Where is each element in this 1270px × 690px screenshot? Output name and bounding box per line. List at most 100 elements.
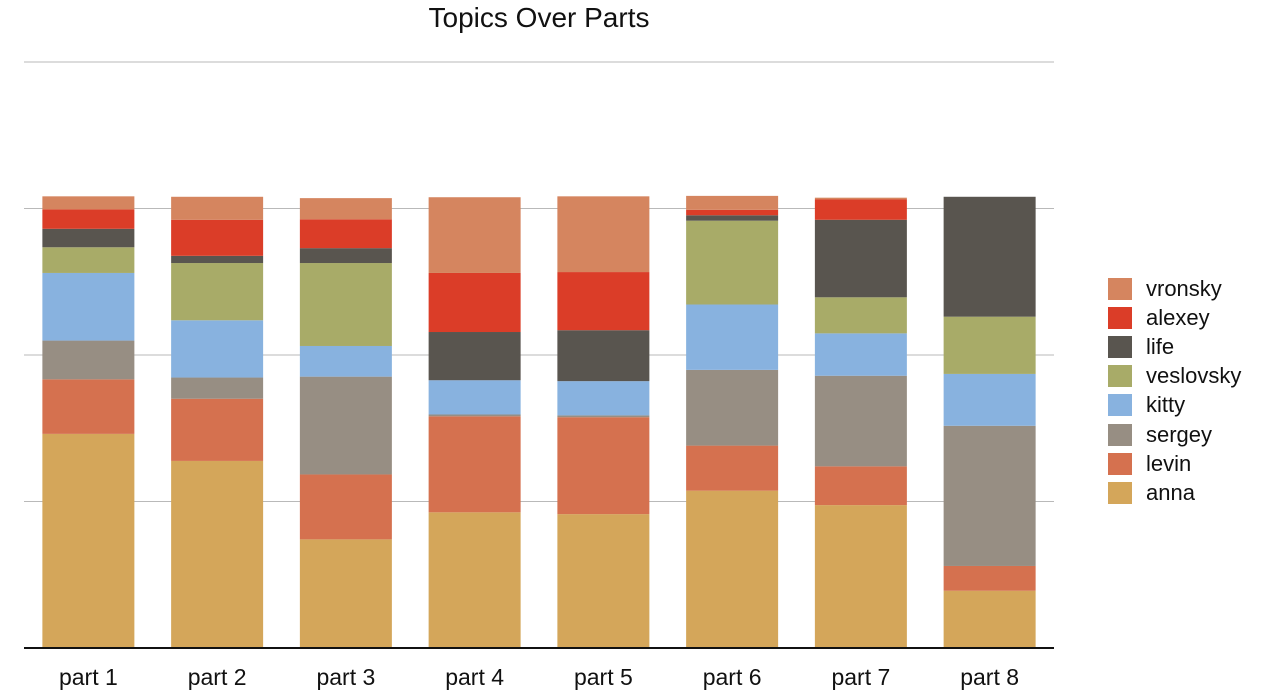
bar-segment-anna — [428, 512, 521, 648]
bar-stack — [686, 195, 779, 648]
bar-segment-veslovsky — [686, 220, 779, 305]
legend-swatch — [1108, 306, 1132, 329]
x-tick-label: part 7 — [831, 664, 890, 690]
bar-segment-vronsky — [428, 197, 521, 273]
legend-label: alexey — [1146, 304, 1210, 330]
legend-label: veslovsky — [1146, 363, 1242, 389]
x-tick-label: part 4 — [445, 664, 504, 690]
bar-segment-veslovsky — [171, 263, 264, 321]
bar-segment-vronsky — [557, 196, 650, 273]
bar-segment-levin — [943, 565, 1036, 591]
bar-segment-sergey — [557, 415, 650, 418]
bar-segment-levin — [428, 416, 521, 513]
legend-item-veslovsky: veslovsky — [1108, 362, 1241, 391]
legend-label: kitty — [1146, 392, 1186, 418]
bar-segment-vronsky — [42, 196, 135, 210]
legend-swatch — [1108, 452, 1132, 475]
bar-segment-anna — [557, 514, 650, 648]
bar-segment-levin — [814, 466, 907, 506]
bar-segment-anna — [814, 505, 907, 648]
bar-segment-kitty — [943, 373, 1036, 426]
bar-segment-anna — [171, 460, 264, 648]
bar-segment-sergey — [299, 376, 392, 475]
bar-segment-levin — [299, 474, 392, 540]
bar-segment-alexey — [42, 209, 135, 229]
bar-segment-sergey — [686, 369, 779, 446]
bar-segment-sergey — [171, 377, 264, 399]
bar-segment-life — [557, 330, 650, 382]
bar-segment-alexey — [814, 199, 907, 220]
bar-segment-kitty — [428, 380, 521, 415]
bar-segment-kitty — [42, 272, 135, 341]
legend-swatch — [1108, 365, 1132, 388]
legend-item-sergey: sergey — [1108, 420, 1241, 449]
bar-segment-alexey — [171, 219, 264, 256]
legend-item-kitty: kitty — [1108, 391, 1241, 420]
bar-segment-life — [428, 332, 521, 381]
legend-item-levin: levin — [1108, 449, 1241, 478]
bar-segment-anna — [943, 590, 1036, 648]
legend-label: vronsky — [1146, 275, 1222, 301]
x-tick-label: part 2 — [188, 664, 247, 690]
bar-segment-life — [686, 215, 779, 221]
legend-swatch — [1108, 394, 1132, 417]
bar-segment-veslovsky — [42, 247, 135, 273]
bar-segment-sergey — [943, 425, 1036, 566]
legend: vronsky alexey life veslovsky kitty sergey lev… — [1108, 274, 1241, 508]
bar-stack — [943, 196, 1036, 648]
bar-segment-alexey — [299, 219, 392, 249]
bar-segment-anna — [299, 539, 392, 648]
bar-stacks — [42, 195, 1036, 648]
bar-segment-life — [943, 196, 1036, 317]
bar-stack — [557, 196, 650, 648]
legend-label: life — [1146, 333, 1175, 359]
bar-segment-life — [814, 219, 907, 298]
legend-label: levin — [1146, 450, 1192, 476]
bar-segment-levin — [557, 417, 650, 515]
bar-segment-kitty — [814, 333, 907, 376]
legend-label: sergey — [1146, 421, 1213, 447]
bar-segment-kitty — [171, 320, 264, 378]
legend-label: anna — [1146, 479, 1195, 505]
bar-segment-sergey — [428, 414, 521, 417]
bar-stack — [814, 197, 907, 648]
bar-segment-kitty — [557, 381, 650, 416]
bar-segment-alexey — [428, 272, 521, 333]
legend-item-anna: anna — [1108, 478, 1241, 507]
legend-swatch — [1108, 335, 1132, 358]
bar-segment-alexey — [686, 209, 779, 216]
legend-item-alexey: alexey — [1108, 303, 1241, 332]
bar-stack — [42, 196, 135, 648]
bar-segment-life — [171, 255, 264, 264]
x-tick-label: part 3 — [316, 664, 375, 690]
x-tick-label: part 5 — [574, 664, 633, 690]
bar-segment-anna — [42, 433, 135, 648]
bar-stack — [299, 198, 392, 648]
x-tick-label: part 6 — [703, 664, 762, 690]
bar-segment-vronsky — [686, 195, 779, 210]
bar-segment-life — [42, 228, 135, 248]
bar-segment-veslovsky — [299, 263, 392, 346]
legend-item-vronsky: vronsky — [1108, 274, 1241, 303]
x-tick-label: part 1 — [59, 664, 118, 690]
legend-item-life: life — [1108, 332, 1241, 361]
bar-segment-vronsky — [299, 198, 392, 220]
bar-segment-alexey — [557, 272, 650, 331]
chart-title: Topics Over Parts — [428, 2, 650, 33]
x-tick-labels: part 1 part 2 part 3 part 4 part 5 part 6 part… — [59, 664, 1019, 690]
bar-segment-vronsky — [814, 197, 907, 200]
bar-segment-levin — [42, 379, 135, 434]
bar-segment-anna — [686, 490, 779, 648]
bar-segment-kitty — [299, 345, 392, 377]
bar-segment-sergey — [814, 375, 907, 467]
bar-segment-vronsky — [171, 196, 264, 220]
bar-segment-life — [299, 248, 392, 264]
bar-stack — [171, 196, 264, 648]
legend-swatch — [1108, 481, 1132, 504]
legend-swatch — [1108, 423, 1132, 446]
bar-segment-veslovsky — [814, 297, 907, 334]
bar-segment-kitty — [686, 304, 779, 370]
x-tick-label: part 8 — [960, 664, 1019, 690]
bar-segment-sergey — [42, 340, 135, 380]
